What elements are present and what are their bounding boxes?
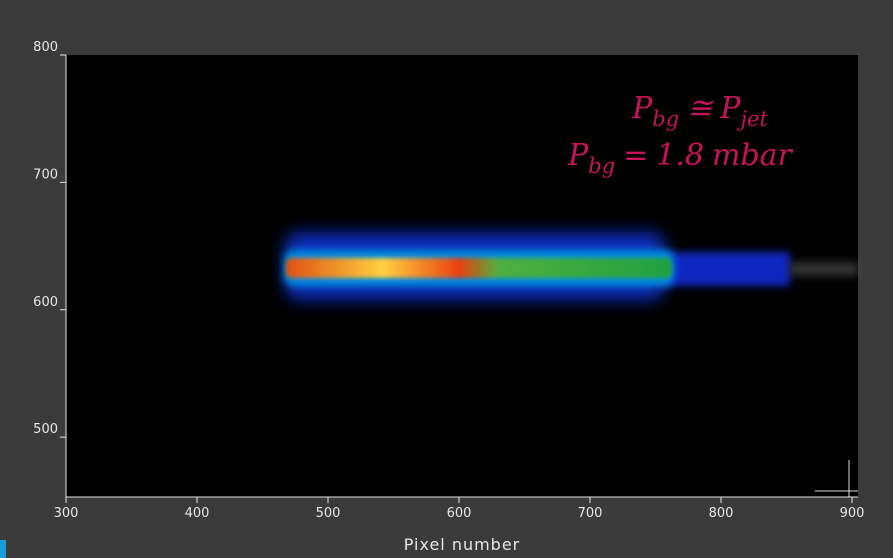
annotation-subscript: bg [588,154,615,178]
annotation-part: = [623,138,648,173]
annotation-subscript: bg [652,107,679,131]
annotation-part: P [567,138,589,173]
x-tick-label: 700 [578,506,603,521]
annotation-part: ≅ [687,91,714,126]
x-tick-label: 500 [316,506,341,521]
annotation-part: P [719,91,741,126]
x-tick-label: 300 [54,506,79,521]
y-tick-label: 500 [33,422,58,437]
x-tick-label: 400 [185,506,210,521]
annotation: Pbg = 1.8 mbar [567,138,793,178]
x-tick-label: 800 [709,506,734,521]
x-tick-label: 900 [840,506,865,521]
annotation: Pbg ≅ Pjet [631,91,768,131]
y-tick-label: 800 [33,40,58,55]
x-axis-label: Pixel number [404,535,521,554]
jet-image [284,232,858,300]
y-tick-label: 700 [33,167,58,182]
x-tick-label: 600 [447,506,472,521]
annotation-part: 1.8 [656,138,704,173]
annotation-subscript: jet [737,107,769,131]
y-tick-label: 600 [33,295,58,310]
annotation-part: mbar [712,138,794,173]
annotation-part: P [631,91,653,126]
corner-mark [0,540,6,558]
